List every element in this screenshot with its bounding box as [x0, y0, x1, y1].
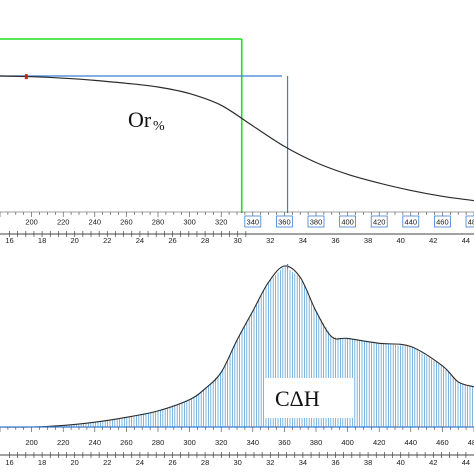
- or-curve: [0, 75, 474, 202]
- tick-label-box: [370, 215, 388, 228]
- tick-label-box: [433, 215, 451, 228]
- tick-label-box: [244, 215, 262, 228]
- top-temp-tick-label: 220: [57, 218, 70, 227]
- bottom-temp-tick-label: 380: [310, 438, 323, 447]
- bottom-temp-tick-label: 420: [373, 438, 386, 447]
- top-temp-tick-label: 400: [341, 218, 354, 227]
- cdh-label-bg: [264, 378, 354, 418]
- bottom-time-tick-label: 42: [429, 458, 437, 467]
- bottom-time-tick-label: 36: [331, 458, 339, 467]
- bottom-time-tick-label: 24: [136, 458, 144, 467]
- top-temp-tick-label: 240: [89, 218, 102, 227]
- bottom-time-tick-label: 34: [299, 458, 307, 467]
- top-time-tick-label: 28: [201, 236, 209, 245]
- bottom-temp-tick-label: 400: [341, 438, 354, 447]
- bottom-time-tick-label: 22: [103, 458, 111, 467]
- bottom-temp-tick-label: 460: [436, 438, 449, 447]
- top-temp-tick-label: 340: [247, 218, 260, 227]
- bottom-time-tick-label: 32: [266, 458, 274, 467]
- top-time-tick-label: 38: [364, 236, 372, 245]
- bottom-temp-tick-label: 260: [120, 438, 133, 447]
- top-temp-tick-label: 320: [215, 218, 228, 227]
- cdh-label: CΔH: [275, 386, 320, 411]
- bottom-temp-tick-label: 280: [152, 438, 165, 447]
- tick-label-box: [307, 215, 325, 228]
- top-temp-tick-label: 200: [25, 218, 38, 227]
- bottom-time-tick-label: 44: [462, 458, 470, 467]
- top-temp-tick-label: 460: [436, 218, 449, 227]
- bottom-temp-tick-label: 340: [247, 438, 260, 447]
- top-time-tick-label: 40: [397, 236, 405, 245]
- tick-label-box: [339, 215, 357, 228]
- bottom-temp-tick-label: 220: [57, 438, 70, 447]
- top-temp-tick-label: 420: [373, 218, 386, 227]
- top-temp-tick-label: 300: [183, 218, 196, 227]
- bottom-time-tick-label: 38: [364, 458, 372, 467]
- top-time-tick-label: 26: [168, 236, 176, 245]
- top-time-tick-label: 42: [429, 236, 437, 245]
- bottom-time-tick-label: 26: [168, 458, 176, 467]
- bottom-time-tick-label: 30: [234, 458, 242, 467]
- top-temp-tick-label: 360: [278, 218, 291, 227]
- top-time-tick-label: 36: [331, 236, 339, 245]
- top-temp-tick-label: 380: [310, 218, 323, 227]
- bottom-time-tick-label: 28: [201, 458, 209, 467]
- top-temp-tick-label: 480: [468, 218, 474, 227]
- tick-label-box: [465, 215, 474, 228]
- top-time-tick-label: 18: [38, 236, 46, 245]
- bottom-time-tick-label: 16: [5, 458, 13, 467]
- top-time-tick-label: 24: [136, 236, 144, 245]
- bottom-time-tick-label: 18: [38, 458, 46, 467]
- top-temp-tick-label: 260: [120, 218, 133, 227]
- bottom-temp-tick-label: 200: [25, 438, 38, 447]
- top-time-tick-label: 16: [5, 236, 13, 245]
- top-temp-tick-label: 280: [152, 218, 165, 227]
- cdh-curve: [0, 265, 474, 428]
- bottom-temp-tick-label: 300: [183, 438, 196, 447]
- top-time-tick-label: 32: [266, 236, 274, 245]
- or-label: Or: [128, 107, 152, 132]
- bottom-time-tick-label: 40: [397, 458, 405, 467]
- bottom-temp-tick-label: 480: [468, 438, 474, 447]
- tick-label-box: [275, 215, 293, 228]
- bottom-temp-tick-label: 360: [278, 438, 291, 447]
- bottom-temp-tick-label: 320: [215, 438, 228, 447]
- bottom-time-tick-label: 20: [71, 458, 79, 467]
- tick-label-box: [402, 215, 420, 228]
- top-time-tick-label: 20: [71, 236, 79, 245]
- top-panel: Or % 200 220 240 260 280 300 320 340 360 380 400 420 4…: [0, 38, 474, 245]
- bottom-temp-tick-label: 240: [89, 438, 102, 447]
- or-label-unit: %: [153, 119, 165, 134]
- top-time-tick-label: 30: [234, 236, 242, 245]
- top-time-tick-label: 44: [462, 236, 470, 245]
- bottom-temp-tick-label: 440: [405, 438, 418, 447]
- top-time-tick-label: 34: [299, 236, 307, 245]
- top-time-tick-label: 22: [103, 236, 111, 245]
- top-temp-tick-label: 440: [405, 218, 418, 227]
- curve-start-point: [24, 74, 28, 80]
- bottom-panel: CΔH 200 220 240 260 280 300 320 340 360 380 400 420 4…: [0, 264, 474, 467]
